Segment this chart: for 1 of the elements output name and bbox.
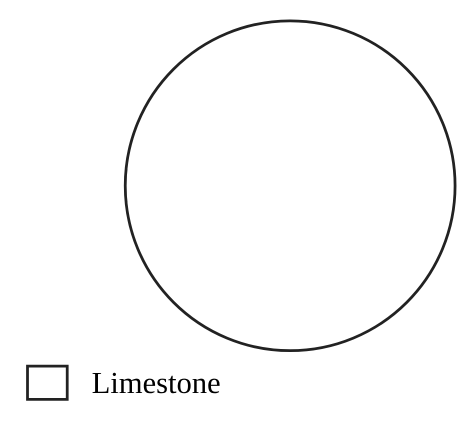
legend-label: Limestone [92,372,220,394]
